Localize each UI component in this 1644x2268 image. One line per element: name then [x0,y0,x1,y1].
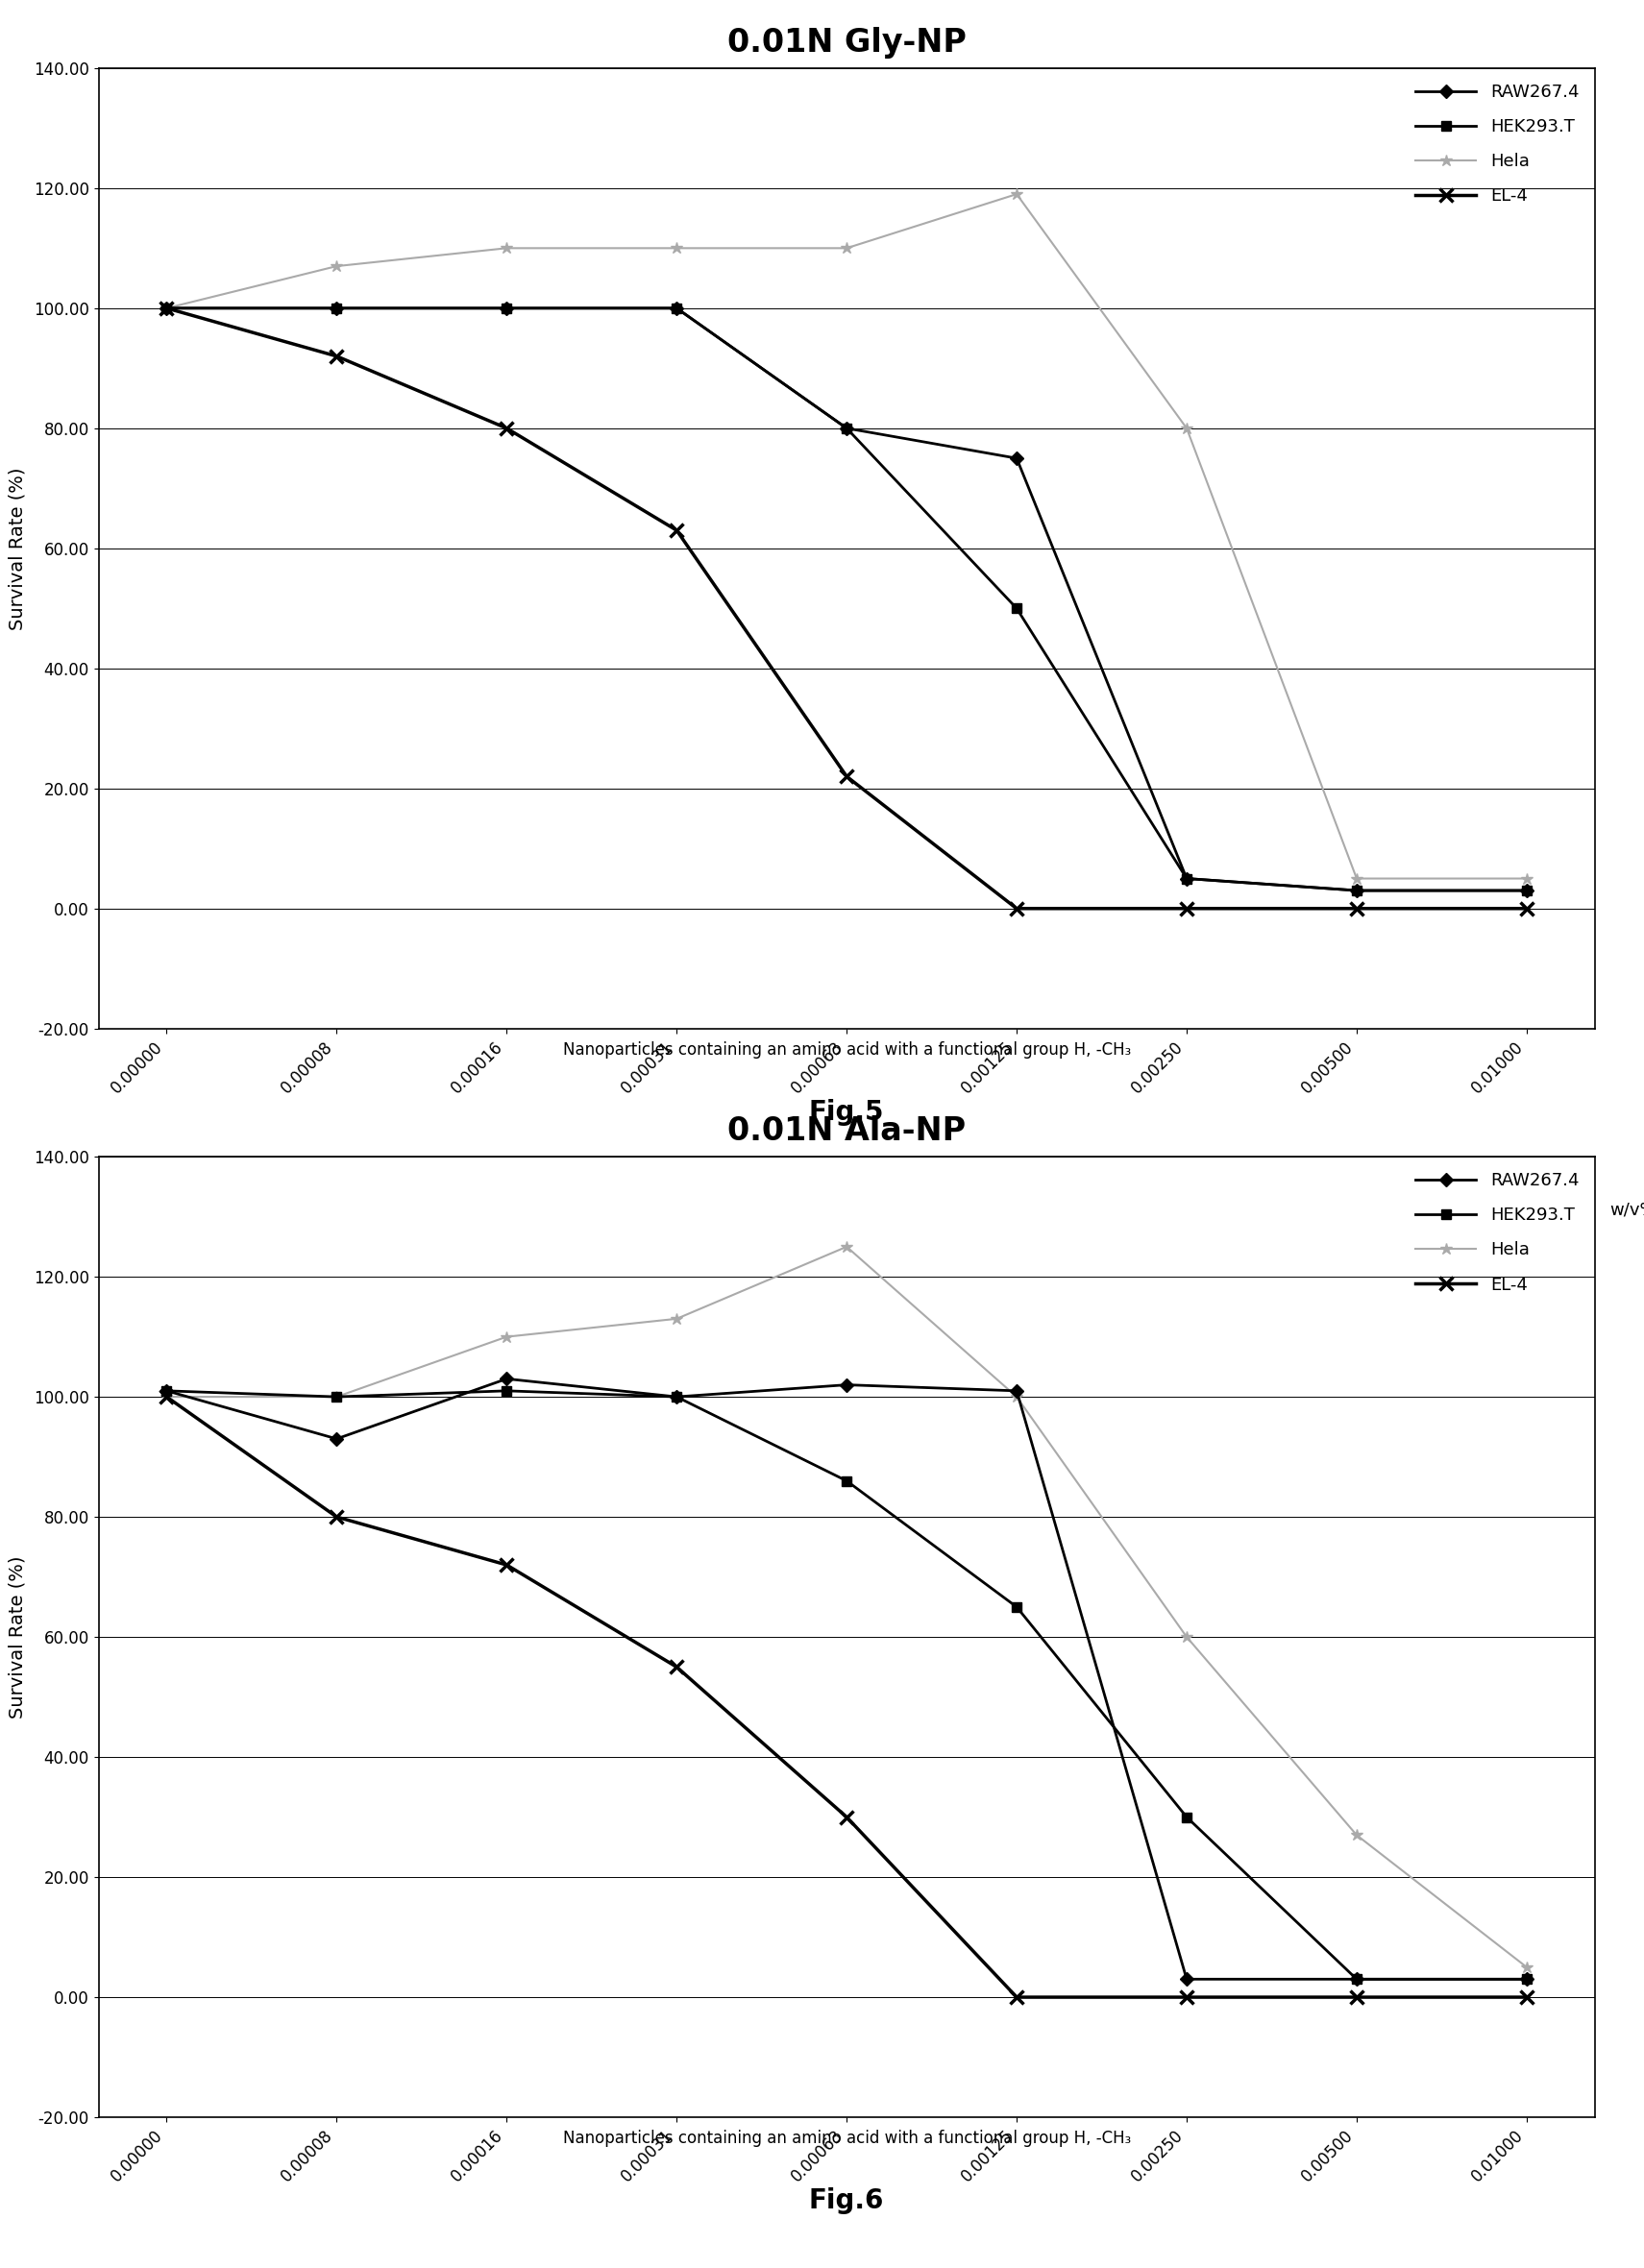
EL-4 [496,1551,516,1579]
RAW267.4 [1177,1966,1197,1994]
HEK293.T [667,295,687,322]
HEK293.T [156,1377,176,1404]
Hela [1006,181,1026,209]
EL-4 [1177,1984,1197,2012]
Text: Nanoparticles containing an amino acid with a functional group H, -CH₃: Nanoparticles containing an amino acid w… [562,1041,1131,1059]
EL-4 [156,295,176,322]
Title: 0.01N Gly-NP: 0.01N Gly-NP [727,27,967,59]
Hela [156,1383,176,1411]
Hela [1177,415,1197,442]
EL-4 [667,1653,687,1681]
Hela [327,1383,347,1411]
Line: EL-4: EL-4 [159,1390,1534,2005]
HEK293.T [327,295,347,322]
Line: Hela: Hela [161,1241,1532,1973]
RAW267.4 [837,415,857,442]
HEK293.T [1346,1966,1366,1994]
Hela [496,1322,516,1349]
Text: Fig.5: Fig.5 [809,1100,884,1125]
Line: Hela: Hela [161,188,1532,885]
EL-4 [667,517,687,544]
HEK293.T [1177,864,1197,891]
RAW267.4 [1517,878,1537,905]
Y-axis label: Survival Rate (%): Survival Rate (%) [8,1556,26,1719]
HEK293.T [667,1383,687,1411]
Text: Fig.6: Fig.6 [809,2189,884,2214]
Hela [1346,1821,1366,1848]
EL-4 [837,1803,857,1830]
Legend: RAW267.4, HEK293.T, Hela, EL-4: RAW267.4, HEK293.T, Hela, EL-4 [1409,77,1586,211]
Y-axis label: Survival Rate (%): Survival Rate (%) [8,467,26,631]
RAW267.4 [667,1383,687,1411]
Line: RAW267.4: RAW267.4 [163,1374,1531,1984]
Hela [1006,1383,1026,1411]
RAW267.4 [1517,1966,1537,1994]
RAW267.4 [667,295,687,322]
HEK293.T [1517,878,1537,905]
HEK293.T [837,415,857,442]
HEK293.T [496,1377,516,1404]
Line: RAW267.4: RAW267.4 [163,304,1531,896]
EL-4 [496,415,516,442]
EL-4 [1517,1984,1537,2012]
Legend: RAW267.4, HEK293.T, Hela, EL-4: RAW267.4, HEK293.T, Hela, EL-4 [1409,1166,1586,1300]
EL-4 [1346,1984,1366,2012]
Hela [667,1304,687,1331]
Line: HEK293.T: HEK293.T [163,304,1531,896]
EL-4 [156,1383,176,1411]
RAW267.4 [496,1365,516,1393]
EL-4 [327,1504,347,1531]
HEK293.T [1006,1594,1026,1622]
RAW267.4 [496,295,516,322]
HEK293.T [1177,1803,1197,1830]
RAW267.4 [1346,878,1366,905]
Hela [327,252,347,279]
Hela [837,1234,857,1261]
Line: HEK293.T: HEK293.T [163,1386,1531,1984]
Hela [156,295,176,322]
HEK293.T [496,295,516,322]
RAW267.4 [1006,445,1026,472]
HEK293.T [156,295,176,322]
RAW267.4 [1346,1966,1366,1994]
RAW267.4 [1006,1377,1026,1404]
EL-4 [327,342,347,370]
HEK293.T [1346,878,1366,905]
EL-4 [1177,896,1197,923]
HEK293.T [1006,594,1026,621]
EL-4 [1006,896,1026,923]
Hela [1177,1624,1197,1651]
Text: Nanoparticles containing an amino acid with a functional group H, -CH₃: Nanoparticles containing an amino acid w… [562,2130,1131,2148]
Hela [496,234,516,261]
HEK293.T [837,1467,857,1495]
Hela [837,234,857,261]
Hela [667,234,687,261]
Hela [1517,1953,1537,1980]
EL-4 [1006,1984,1026,2012]
RAW267.4 [1177,864,1197,891]
Hela [1517,864,1537,891]
RAW267.4 [327,1424,347,1452]
RAW267.4 [156,1377,176,1404]
EL-4 [837,762,857,789]
EL-4 [1346,896,1366,923]
Title: 0.01N Ala-NP: 0.01N Ala-NP [727,1116,967,1148]
HEK293.T [1517,1966,1537,1994]
Line: EL-4: EL-4 [159,302,1534,916]
EL-4 [1517,896,1537,923]
Text: w/v%: w/v% [1609,1202,1644,1218]
Hela [1346,864,1366,891]
RAW267.4 [156,295,176,322]
RAW267.4 [837,1372,857,1399]
HEK293.T [327,1383,347,1411]
RAW267.4 [327,295,347,322]
